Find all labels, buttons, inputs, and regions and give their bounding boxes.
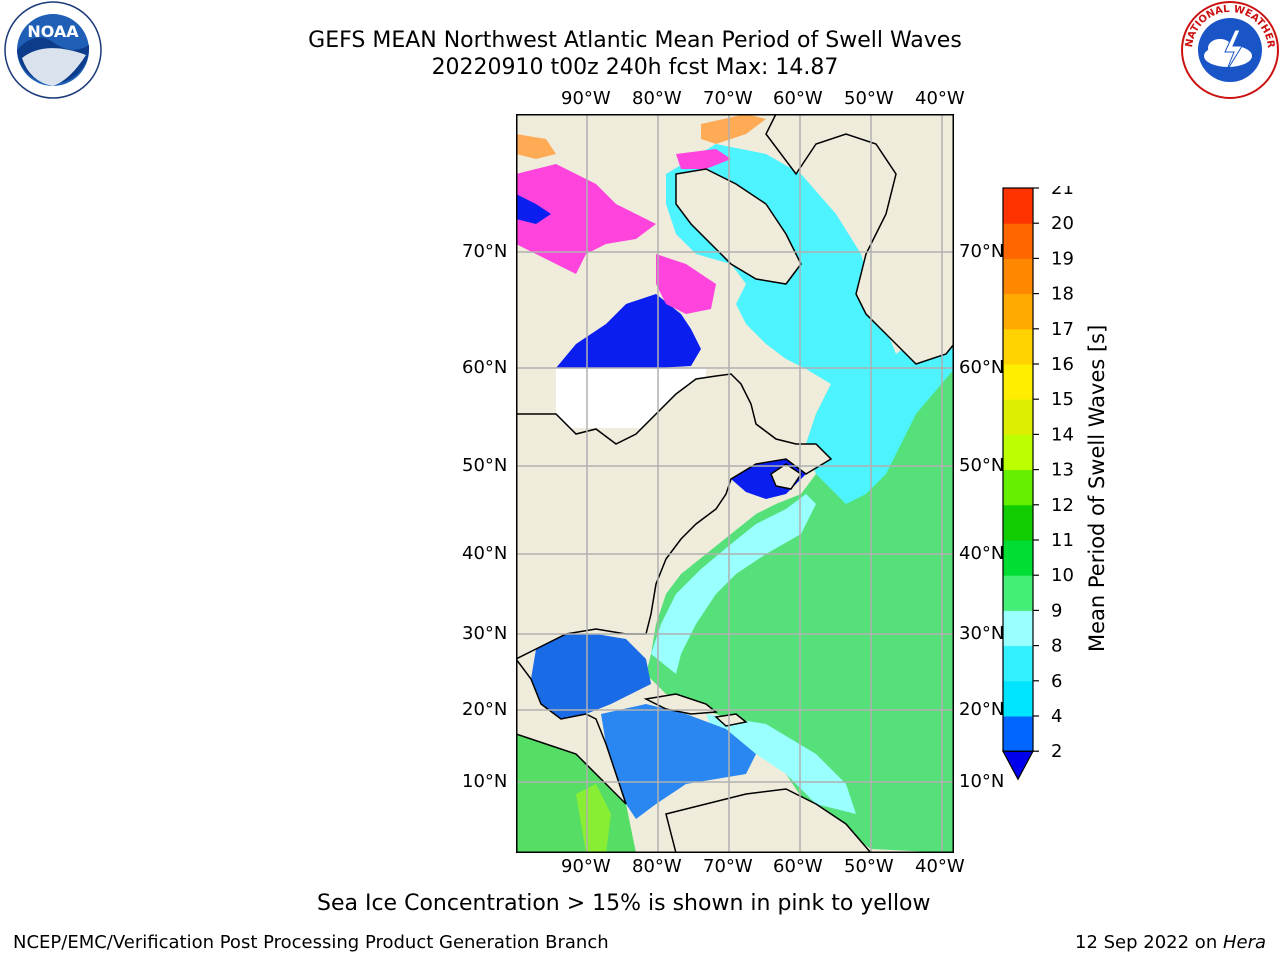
colorbar-segment [1003, 364, 1033, 400]
footer-credit: NCEP/EMC/Verification Post Processing Pr… [13, 932, 609, 953]
sea-ice-arctic [516, 164, 656, 274]
lat-label-left: 70°N [462, 241, 508, 262]
colorbar-segment [1003, 504, 1033, 541]
colorbar-segment [1003, 434, 1033, 471]
hudson-bay [556, 294, 701, 368]
lat-label-left: 60°N [462, 357, 508, 378]
colorbar-segment [1003, 540, 1033, 576]
lon-label-bottom: 60°W [773, 856, 823, 877]
sea-ice-caption: Sea Ice Concentration > 15% is shown in … [317, 891, 931, 916]
greenland-land [765, 114, 954, 365]
colorbar-segment [1003, 328, 1033, 365]
lon-label-top: 80°W [632, 88, 682, 109]
colorbar-segment [1003, 258, 1033, 295]
chart-title: GEFS MEAN Northwest Atlantic Mean Period… [308, 28, 962, 53]
colorbar-tick-label: 20 [1051, 213, 1074, 234]
lon-label-top: 40°W [915, 88, 965, 109]
colorbar-tick-label: 15 [1051, 389, 1074, 410]
colorbar-tick-label: 16 [1051, 354, 1074, 375]
colorbar-tick-label: 14 [1051, 424, 1074, 445]
coastal-swell-band [651, 494, 816, 674]
colorbar-segment [1003, 610, 1033, 647]
lon-label-top: 60°W [773, 88, 823, 109]
sea-ice-baffin [701, 114, 766, 144]
lat-label-right: 40°N [959, 543, 1005, 564]
footer-date-text: 12 Sep 2022 on [1075, 932, 1223, 953]
colorbar-tick-label: 8 [1051, 636, 1062, 657]
colorbar-label: Mean Period of Swell Waves [s] [1085, 324, 1109, 652]
lat-label-right: 70°N [959, 241, 1005, 262]
lon-label-top: 70°W [703, 88, 753, 109]
colorbar-segment [1003, 645, 1033, 682]
footer-date: 12 Sep 2022 on Hera [1075, 932, 1266, 953]
graticule [516, 114, 954, 853]
nws-logo: NATIONAL WEATHER SERVICE [1180, 0, 1279, 99]
lon-label-bottom: 50°W [844, 856, 894, 877]
colorbar-tick-label: 12 [1051, 495, 1074, 516]
colorbar-tick-label: 4 [1051, 706, 1062, 727]
map-panel [516, 114, 954, 853]
map [516, 114, 954, 853]
baffin-island-land [675, 168, 802, 285]
lon-label-bottom: 70°W [703, 856, 753, 877]
colorbar-segment [1003, 575, 1033, 611]
colorbar-tick-label: 21 [1051, 186, 1074, 199]
south-america-land [665, 788, 872, 853]
gulf-of-mexico [531, 634, 651, 719]
lat-label-left: 50°N [462, 455, 508, 476]
colorbar-tick-label: 11 [1051, 530, 1074, 551]
lat-label-left: 40°N [462, 543, 508, 564]
colorbar-tick-label: 6 [1051, 671, 1062, 692]
lon-label-top: 90°W [561, 88, 611, 109]
lat-label-left: 10°N [462, 771, 508, 792]
lat-label-left: 20°N [462, 699, 508, 720]
colorbar-segment [1003, 293, 1033, 330]
lon-label-top: 50°W [844, 88, 894, 109]
colorbar-tick-label: 13 [1051, 460, 1074, 481]
cuba-land [643, 693, 718, 715]
noaa-logo: NOAA [4, 1, 102, 99]
colorbar-tick-label: 10 [1051, 565, 1074, 586]
colorbar-tick-label: 17 [1051, 319, 1074, 340]
colorbar-tick-label: 19 [1051, 248, 1074, 269]
noaa-logo-text: NOAA [27, 22, 79, 41]
colorbar-segment [1003, 469, 1033, 506]
colorbar-under-arrow [1001, 750, 1035, 781]
colorbar-segment [1003, 399, 1033, 435]
lat-label-right: 20°N [959, 699, 1005, 720]
colorbar-segment [1003, 223, 1033, 259]
colorbar-tick-label: 18 [1051, 284, 1074, 305]
mexico-land [516, 657, 627, 805]
footer-host: Hera [1222, 932, 1266, 953]
caribbean-sea [601, 704, 756, 819]
lat-label-right: 50°N [959, 455, 1005, 476]
colorbar-tick-label: 9 [1051, 600, 1062, 621]
lat-label-right: 10°N [959, 771, 1005, 792]
lat-label-right: 30°N [959, 623, 1005, 644]
colorbar-segment [1003, 188, 1033, 224]
colorbar-segment [1003, 680, 1033, 717]
caribbean-east-swell [706, 714, 856, 814]
lat-label-right: 60°N [959, 357, 1005, 378]
map-frame [516, 114, 954, 853]
lon-label-bottom: 90°W [561, 856, 611, 877]
colorbar: 2 4 6 8 9 10 11 12 13 14 15 16 17 18 19 20 21 [1001, 186, 1074, 781]
lat-label-left: 30°N [462, 623, 508, 644]
lon-label-bottom: 40°W [915, 856, 965, 877]
colorbar-tick-label: 2 [1051, 741, 1062, 762]
colorbar-segment [1003, 716, 1033, 752]
lon-label-bottom: 80°W [632, 856, 682, 877]
chart-subtitle: 20220910 t00z 240h fcst Max: 14.87 [431, 55, 839, 80]
